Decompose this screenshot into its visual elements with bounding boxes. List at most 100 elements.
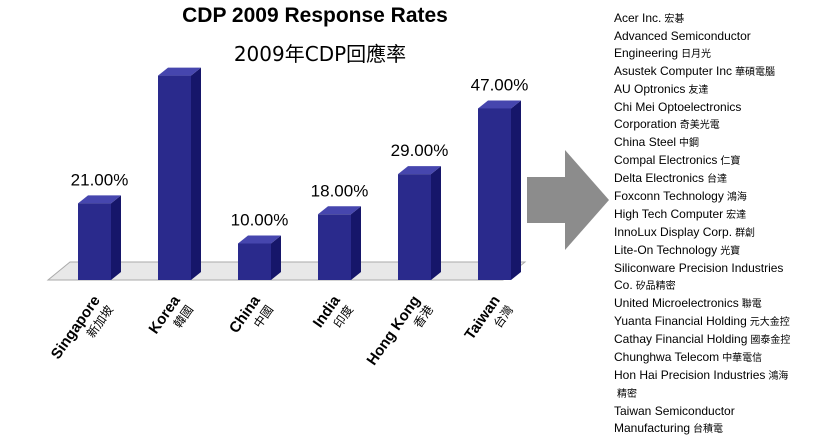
category-label-en: Hong Kong [363,293,423,369]
company-name-zh: 台積電 [693,424,724,435]
value-label-china: 10.00% [231,211,289,230]
company-item: Chunghwa Telecom 中華電信 [614,349,790,367]
bar-china [238,243,271,280]
company-item: Engineering 日月光 [614,45,790,63]
company-name: Delta Electronics [614,171,705,185]
company-name: Asustek Computer Inc [614,64,733,78]
company-item: Lite-On Technology 光寶 [614,242,790,260]
bar-side-taiwan [511,100,521,280]
company-name: Chi Mei Optoelectronics [614,100,742,114]
company-item: AU Optronics 友達 [614,81,790,99]
value-label-singapore: 21.00% [71,170,129,189]
company-name-zh: 台達 [707,174,728,185]
company-name-zh: 中鋼 [679,138,700,149]
company-item: 精密 [614,385,790,403]
company-item: Foxconn Technology 鴻海 [614,188,790,206]
company-list: Acer Inc. 宏碁 Advanced Semiconductor Enginee… [614,10,790,438]
company-name: Foxconn Technology [614,189,724,203]
company-item: Corporation 奇美光電 [614,116,790,134]
company-item: Compal Electronics 仁寶 [614,152,790,170]
company-item: InnoLux Display Corp. 群創 [614,224,790,242]
company-name: Chunghwa Telecom [614,350,720,364]
bar-taiwan [478,108,511,280]
bar-hong-kong [398,174,431,280]
bar-singapore [78,203,111,280]
company-name: Manufacturing [614,421,691,435]
company-name: Co. [614,278,633,292]
company-name: Hon Hai Precision Industries [614,368,766,382]
company-name: China Steel [614,135,677,149]
bar-top-korea [158,67,201,76]
bar-top-china [238,235,281,244]
bar-side-singapore [111,195,121,280]
value-label-india: 18.00% [311,181,369,200]
company-name-zh: 宏達 [726,210,747,221]
company-name-zh: 日月光 [681,49,712,60]
company-item: Delta Electronics 台達 [614,170,790,188]
company-name-zh: 國泰金控 [750,335,791,346]
company-item: China Steel 中鋼 [614,134,790,152]
bar-india [318,214,351,280]
bar-side-hong-kong [431,166,441,280]
company-item: Advanced Semiconductor [614,28,790,45]
company-item: Hon Hai Precision Industries 鴻海 [614,367,790,385]
company-name-zh: 光寶 [720,246,741,257]
company-name: InnoLux Display Corp. [614,225,733,239]
company-item: Acer Inc. 宏碁 [614,10,790,28]
company-name: Corporation [614,117,677,131]
bar-top-singapore [78,195,121,204]
company-name: Taiwan Semiconductor [614,404,735,418]
company-item: Manufacturing 台積電 [614,420,790,438]
company-name: Yuanta Financial Holding [614,314,747,328]
bar-side-china [271,235,281,280]
company-item: Co. 矽品精密 [614,277,790,295]
company-name-zh: 群創 [735,228,756,239]
company-name-zh: 仁寶 [720,156,741,167]
company-name-zh: 宏碁 [664,14,685,25]
company-item: Chi Mei Optoelectronics [614,99,790,116]
value-label-taiwan: 47.00% [471,75,529,94]
right-arrow-icon [527,150,609,250]
bar-top-india [318,206,361,215]
company-name-zh: 奇美光電 [679,120,720,131]
company-name-zh: 矽品精密 [635,281,676,292]
company-item: United Microelectronics 聯電 [614,295,790,313]
company-name: Siliconware Precision Industries [614,261,784,275]
company-name: Compal Electronics [614,153,718,167]
company-item: Cathay Financial Holding 國泰金控 [614,331,790,349]
company-name: Engineering [614,46,679,60]
bar-side-korea [191,67,201,280]
company-name-zh: 中華電信 [722,353,763,364]
company-item: Yuanta Financial Holding 元大金控 [614,313,790,331]
bar-korea [158,75,191,280]
company-name-zh: 精密 [617,389,637,400]
value-label-hong-kong: 29.00% [391,141,449,160]
company-name: High Tech Computer [614,207,724,221]
company-item: High Tech Computer 宏達 [614,206,790,224]
company-name-zh: 友達 [688,85,709,96]
company-name: Cathay Financial Holding [614,332,748,346]
company-item: Taiwan Semiconductor [614,403,790,420]
company-name: AU Optronics [614,82,686,96]
company-name-zh: 華碩電腦 [735,67,776,78]
company-name: United Microelectronics [614,296,739,310]
bar-top-hong-kong [398,166,441,175]
bar-top-taiwan [478,100,521,109]
company-item: Siliconware Precision Industries [614,260,790,277]
chart-title: CDP 2009 Response Rates [182,4,448,27]
company-name-zh: 鴻海 [726,192,747,203]
company-name: Advanced Semiconductor [614,29,751,43]
company-name-zh: 元大金控 [749,317,790,328]
company-name: Lite-On Technology [614,243,718,257]
company-name-zh: 聯電 [741,299,762,310]
company-name-zh: 鴻海 [768,371,789,382]
bar-side-india [351,206,361,280]
chart-subtitle: 2009年CDP回應率 [233,42,407,66]
